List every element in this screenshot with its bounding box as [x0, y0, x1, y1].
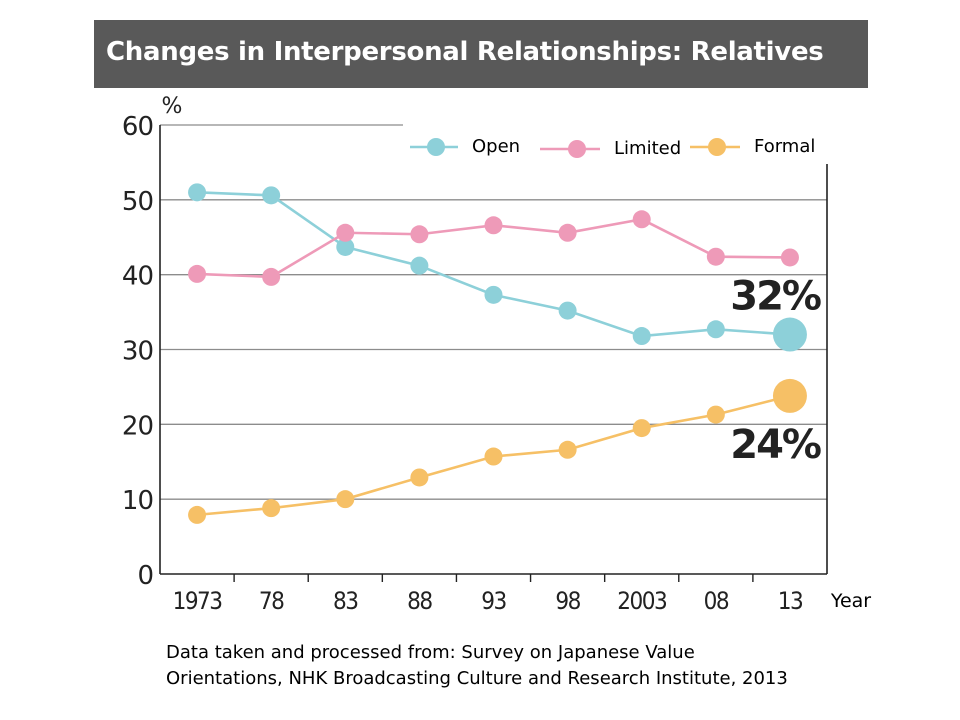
- data-point-limited: [706, 247, 725, 266]
- data-point-formal: [188, 505, 207, 524]
- legend-swatch-marker: [568, 140, 586, 158]
- data-point-open: [772, 317, 807, 352]
- y-tick-label: 20: [122, 411, 153, 441]
- data-point-formal: [336, 490, 355, 509]
- data-point-formal: [484, 447, 503, 466]
- x-tick-label: 88: [407, 587, 432, 615]
- legend-label-formal: Formal: [754, 136, 815, 157]
- chart-title-bar: Changes in Interpersonal Relationships: …: [94, 20, 868, 88]
- annotation-open: 32%: [730, 274, 821, 320]
- x-tick-label: 93: [481, 587, 506, 615]
- data-point-limited: [188, 264, 207, 283]
- data-point-open: [188, 183, 207, 202]
- y-tick-label: 10: [122, 486, 153, 516]
- x-tick-label: 98: [555, 587, 580, 615]
- data-point-limited: [780, 248, 799, 267]
- y-tick-label: 0: [137, 561, 153, 591]
- series-line-open: [197, 191, 791, 338]
- legend-swatch-marker: [708, 138, 726, 156]
- y-tick-label: 40: [122, 262, 153, 292]
- legend-label-open: Open: [472, 136, 520, 157]
- source-note: Data taken and processed from: Survey on…: [166, 640, 788, 692]
- y-tick-label: 30: [122, 337, 153, 367]
- legend: Open Limited Formal: [403, 124, 829, 164]
- x-tick-label: 83: [333, 587, 358, 615]
- legend-item-open: Open: [410, 136, 520, 157]
- y-tick-label: 60: [122, 112, 153, 142]
- data-point-open: [632, 327, 651, 346]
- x-tick-label: 78: [259, 587, 284, 615]
- y-tick-label: 50: [122, 187, 153, 217]
- legend-item-limited: Limited: [540, 138, 681, 159]
- data-point-open: [484, 285, 503, 304]
- legend-item-formal: Formal: [690, 136, 815, 157]
- data-point-open: [410, 256, 429, 275]
- data-point-open: [706, 320, 725, 339]
- source-line-2: Orientations, NHK Broadcasting Culture a…: [166, 668, 788, 689]
- data-point-formal: [262, 499, 281, 518]
- x-axis-label: Year: [830, 590, 871, 612]
- data-point-formal: [706, 405, 725, 424]
- data-point-formal: [558, 440, 577, 459]
- x-tick-label: 1973: [173, 587, 223, 615]
- data-point-formal: [772, 378, 807, 413]
- data-point-limited: [336, 223, 355, 242]
- data-point-limited: [558, 223, 577, 242]
- data-point-limited: [410, 225, 429, 244]
- data-point-formal: [632, 419, 651, 438]
- data-point-open: [262, 186, 281, 205]
- data-point-limited: [262, 267, 281, 286]
- data-point-formal: [410, 468, 429, 487]
- legend-swatch-marker: [427, 138, 445, 156]
- data-point-limited: [632, 210, 651, 229]
- legend-label-limited: Limited: [614, 138, 681, 159]
- annotation-formal: 24%: [730, 422, 821, 468]
- data-point-limited: [484, 216, 503, 235]
- data-point-open: [558, 301, 577, 320]
- y-axis-unit: %: [162, 94, 183, 119]
- x-tick-label: 08: [704, 587, 729, 615]
- x-tick-label: 13: [778, 587, 803, 615]
- legend-background: [403, 124, 829, 164]
- x-tick-label: 2003: [617, 587, 667, 615]
- data-point-open: [336, 237, 355, 256]
- chart-title: Changes in Interpersonal Relationships: …: [106, 37, 824, 67]
- source-line-1: Data taken and processed from: Survey on…: [166, 642, 695, 663]
